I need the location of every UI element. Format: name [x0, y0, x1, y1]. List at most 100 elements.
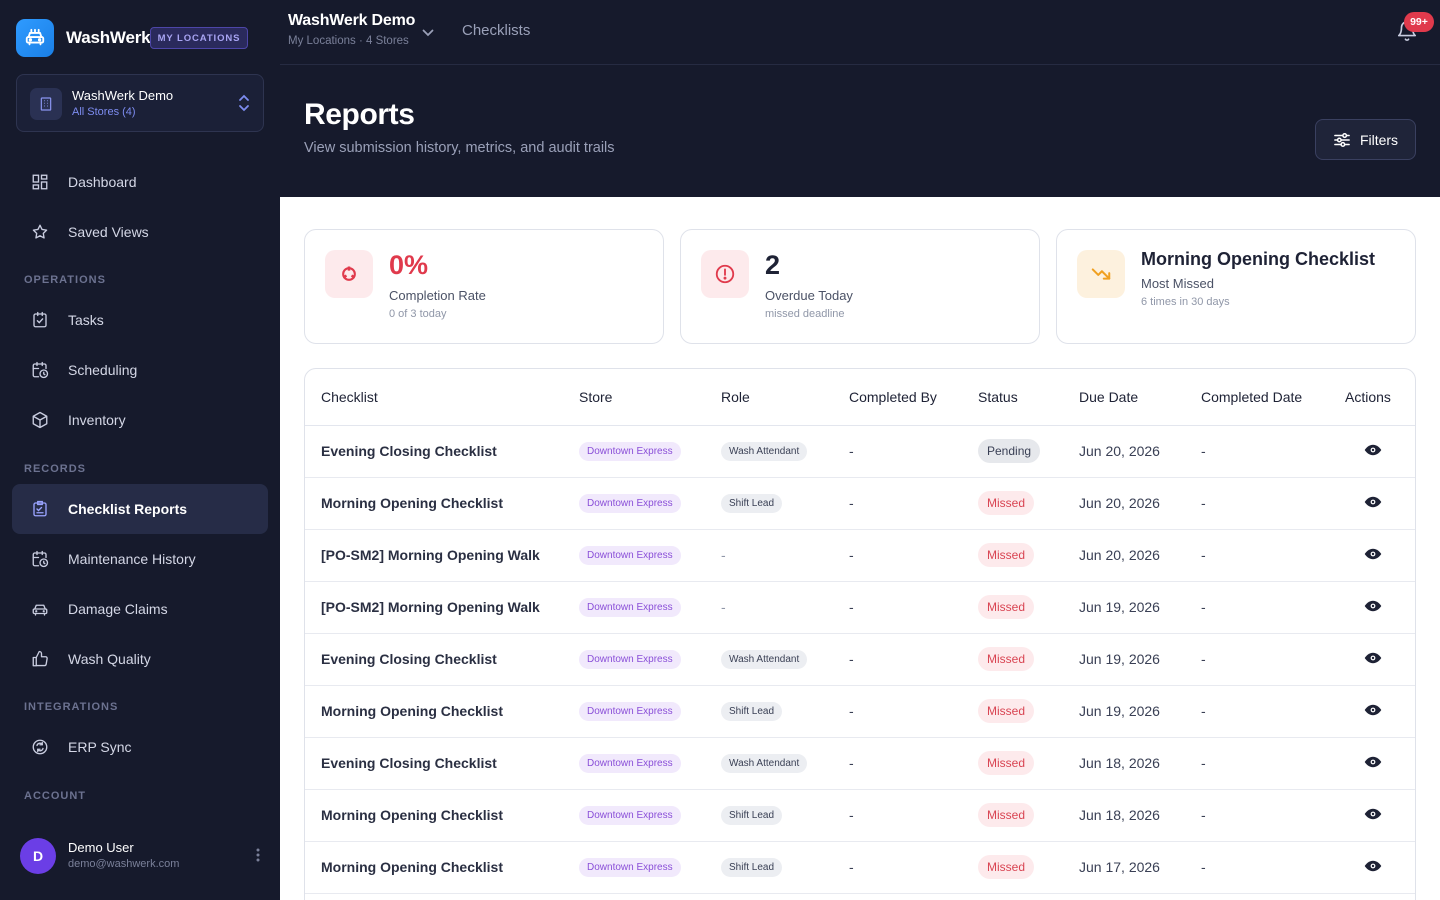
table-header-row: Checklist Store Role Completed By Status…	[305, 369, 1415, 426]
calendar-clock-icon	[30, 360, 50, 380]
column-header[interactable]: Completed By	[833, 369, 962, 426]
eye-icon[interactable]	[1364, 496, 1382, 512]
eye-icon[interactable]	[1364, 756, 1382, 772]
more-vertical-icon[interactable]	[256, 848, 260, 867]
completed-date-cell: -	[1185, 685, 1329, 738]
column-header[interactable]: Completed Date	[1185, 369, 1329, 426]
car-icon	[30, 599, 50, 619]
table-row[interactable]: Evening Closing Checklist Downtown Expres…	[305, 737, 1415, 790]
completion-rate-label: Completion Rate	[389, 288, 486, 303]
eye-icon[interactable]	[1364, 600, 1382, 616]
section-operations: OPERATIONS	[24, 274, 106, 286]
sidebar-item-damage-claims[interactable]: Damage Claims	[12, 584, 268, 634]
completed-by-cell: -	[833, 737, 962, 790]
store-pill: Downtown Express	[579, 650, 681, 669]
brand-name: WashWerk	[66, 28, 151, 47]
table-row[interactable]: Morning Opening Checklist Downtown Expres…	[305, 685, 1415, 738]
user-name: Demo User	[68, 840, 134, 855]
clipboard-check-icon	[30, 310, 50, 330]
my-locations-badge[interactable]: MY LOCATIONS	[150, 27, 248, 49]
eye-icon[interactable]	[1364, 860, 1382, 876]
column-header[interactable]: Role	[705, 369, 833, 426]
brand[interactable]: WashWerk	[16, 19, 151, 57]
column-header[interactable]: Status	[962, 369, 1063, 426]
filters-label: Filters	[1359, 131, 1399, 148]
sidebar-item-label: Saved Views	[68, 224, 149, 240]
most-missed-sub: 6 times in 30 days	[1141, 296, 1230, 308]
role-pill: Shift Lead	[721, 858, 783, 877]
role-pill: Wash Attendant	[721, 754, 808, 773]
eye-icon[interactable]	[1364, 548, 1382, 564]
sliders-icon	[1334, 132, 1350, 147]
sidebar-item-checklist-reports[interactable]: Checklist Reports	[12, 484, 268, 534]
sidebar-item-saved-views[interactable]: Saved Views	[12, 207, 268, 257]
sidebar-item-erp-sync[interactable]: ERP Sync	[12, 722, 268, 772]
avatar: D	[20, 838, 56, 874]
status-badge: Missed	[978, 595, 1035, 619]
store-pill: Downtown Express	[579, 598, 681, 617]
due-date-cell: Jun 17, 2026	[1063, 841, 1185, 894]
status-cell: Pending	[962, 425, 1063, 478]
sidebar-item-scheduling[interactable]: Scheduling	[12, 345, 268, 395]
completed-by-cell: -	[833, 633, 962, 686]
overdue-value: 2	[765, 250, 781, 280]
store-pill: Downtown Express	[579, 858, 681, 877]
sidebar-item-tasks[interactable]: Tasks	[12, 295, 268, 345]
user-profile[interactable]: D Demo User demo@washwerk.com	[20, 838, 268, 876]
store-pill: Downtown Express	[579, 546, 681, 565]
actions-cell	[1329, 685, 1415, 738]
status-badge: Missed	[978, 699, 1035, 723]
role-cell: Wash Attendant	[705, 425, 833, 478]
status-cell: Missed	[962, 841, 1063, 894]
column-header[interactable]: Store	[563, 369, 705, 426]
table-row[interactable]: Evening Closing Checklist Downtown Expres…	[305, 633, 1415, 686]
store-pill: Downtown Express	[579, 806, 681, 825]
filters-button[interactable]: Filters	[1315, 119, 1416, 160]
role-pill: Shift Lead	[721, 806, 783, 825]
breadcrumb[interactable]: Checklists	[462, 22, 531, 39]
status-cell: Missed	[962, 633, 1063, 686]
sidebar-item-dashboard[interactable]: Dashboard	[12, 157, 268, 207]
store-cell: Downtown Express	[563, 789, 705, 842]
page-subtitle: View submission history, metrics, and au…	[304, 140, 615, 156]
due-date-cell: Jun 20, 2026	[1063, 529, 1185, 582]
table-row[interactable]: Evening Closing Checklist Downtown Expres…	[305, 425, 1415, 478]
most-missed-card: Morning Opening Checklist Most Missed 6 …	[1056, 229, 1416, 344]
checklist-name: Morning Opening Checklist	[305, 789, 563, 842]
box-icon	[30, 410, 50, 430]
column-header[interactable]: Due Date	[1063, 369, 1185, 426]
role-cell: Wash Attendant	[705, 633, 833, 686]
table-row[interactable]: [PO-SM2] Morning Opening Walk Downtown Ex…	[305, 581, 1415, 634]
org-title: WashWerk Demo	[288, 12, 416, 29]
checklist-name: Morning Opening Checklist	[305, 685, 563, 738]
status-badge: Missed	[978, 543, 1035, 567]
checklist-name: Evening Closing Checklist	[305, 425, 563, 478]
due-date-cell: Jun 20, 2026	[1063, 425, 1185, 478]
store-cell: Downtown Express	[563, 425, 705, 478]
checklist-name: Morning Opening Checklist	[305, 841, 563, 894]
role-pill: Wash Attendant	[721, 442, 808, 461]
sidebar-item-label: Checklist Reports	[68, 501, 188, 517]
role-cell: Shift Lead	[705, 685, 833, 738]
column-header[interactable]: Checklist	[305, 369, 563, 426]
eye-icon[interactable]	[1364, 444, 1382, 460]
sidebar-item-wash-quality[interactable]: Wash Quality	[12, 634, 268, 684]
store-cell: Downtown Express	[563, 581, 705, 634]
sidebar-item-label: Damage Claims	[68, 601, 168, 617]
completed-date-cell: -	[1185, 737, 1329, 790]
sidebar-item-maintenance-history[interactable]: Maintenance History	[12, 534, 268, 584]
table-row[interactable]: Morning Opening Checklist Downtown Expres…	[305, 789, 1415, 842]
table-row[interactable]: Morning Opening Checklist Downtown Expres…	[305, 841, 1415, 894]
clipboard-list-icon	[30, 499, 50, 519]
sidebar-item-inventory[interactable]: Inventory	[12, 395, 268, 445]
eye-icon[interactable]	[1364, 652, 1382, 668]
store-switcher[interactable]: WashWerk Demo All Stores (4)	[16, 74, 264, 132]
sidebar-item-label: Tasks	[68, 312, 104, 328]
status-badge: Missed	[978, 647, 1035, 671]
eye-icon[interactable]	[1364, 808, 1382, 824]
reports-table: Checklist Store Role Completed By Status…	[304, 368, 1416, 900]
table-row[interactable]: [PO-SM2] Morning Opening Walk Downtown Ex…	[305, 529, 1415, 582]
actions-cell	[1329, 633, 1415, 686]
table-row[interactable]: Morning Opening Checklist Downtown Expres…	[305, 477, 1415, 530]
eye-icon[interactable]	[1364, 704, 1382, 720]
